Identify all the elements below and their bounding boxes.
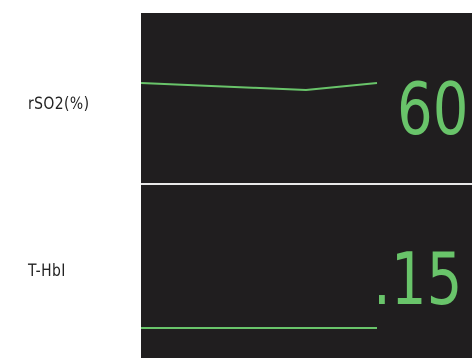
rso2-value: 60 [397,67,469,151]
thbi-trend-line [141,327,377,329]
panel-divider [141,183,472,185]
rso2-panel: 60 [141,13,472,183]
rso2-trend-line [141,82,378,92]
rso2-label: rSO2(%) [28,94,90,114]
thbi-panel: .15 [141,185,472,358]
thbi-value: .15 [373,237,463,321]
thbi-label: T-HbI [28,261,66,281]
